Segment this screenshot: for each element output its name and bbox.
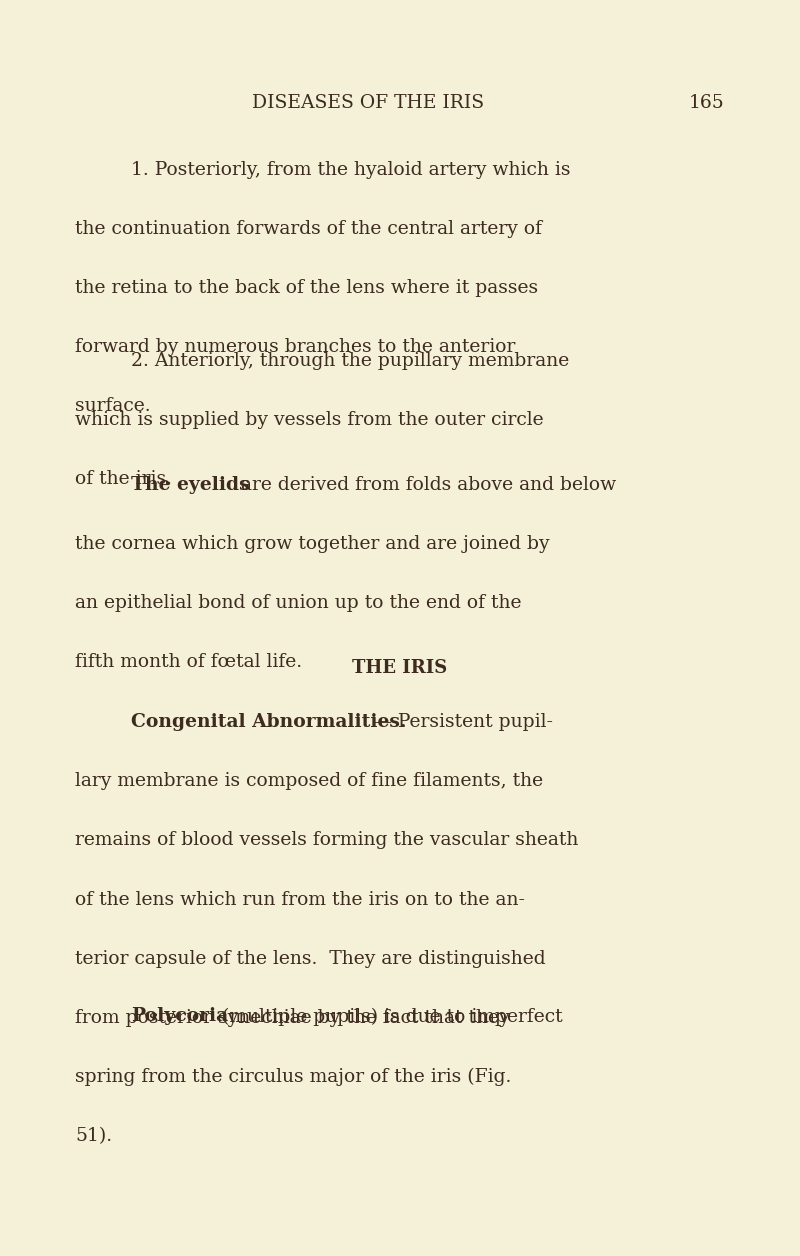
Text: (multiple pupils) is due to imperfect: (multiple pupils) is due to imperfect: [216, 1007, 562, 1026]
Text: Polycoria: Polycoria: [131, 1007, 228, 1025]
Text: remains of blood vessels forming the vascular sheath: remains of blood vessels forming the vas…: [75, 831, 578, 849]
Text: 51).: 51).: [75, 1127, 112, 1144]
Text: — Persistent pupil-: — Persistent pupil-: [367, 713, 554, 731]
Text: Congenital Abnormalities.: Congenital Abnormalities.: [131, 713, 406, 731]
Text: lary membrane is composed of fine filaments, the: lary membrane is composed of fine filame…: [75, 772, 543, 790]
Text: of the lens which run from the iris on to the an-: of the lens which run from the iris on t…: [75, 891, 526, 908]
Text: the continuation forwards of the central artery of: the continuation forwards of the central…: [75, 220, 542, 237]
Text: from posterior synechiae by the fact that they: from posterior synechiae by the fact tha…: [75, 1009, 510, 1026]
Text: the cornea which grow together and are joined by: the cornea which grow together and are j…: [75, 535, 550, 553]
Text: which is supplied by vessels from the outer circle: which is supplied by vessels from the ou…: [75, 411, 544, 428]
Text: of the iris.: of the iris.: [75, 470, 172, 487]
Text: THE IRIS: THE IRIS: [352, 659, 448, 677]
Text: 165: 165: [689, 94, 725, 112]
Text: spring from the circulus major of the iris (Fig.: spring from the circulus major of the ir…: [75, 1068, 511, 1086]
Text: 1. Posteriorly, from the hyaloid artery which is: 1. Posteriorly, from the hyaloid artery …: [131, 161, 570, 178]
Text: an epithelial bond of union up to the end of the: an epithelial bond of union up to the en…: [75, 594, 522, 612]
Text: 2. Anteriorly, through the pupillary membrane: 2. Anteriorly, through the pupillary mem…: [131, 352, 570, 369]
Text: The eyelids: The eyelids: [131, 476, 250, 494]
Text: are derived from folds above and below: are derived from folds above and below: [235, 476, 616, 494]
Text: surface.: surface.: [75, 397, 151, 414]
Text: DISEASES OF THE IRIS: DISEASES OF THE IRIS: [252, 94, 484, 112]
Text: forward by numerous branches to the anterior: forward by numerous branches to the ante…: [75, 338, 515, 355]
Text: terior capsule of the lens.  They are distinguished: terior capsule of the lens. They are dis…: [75, 950, 546, 967]
Text: the retina to the back of the lens where it passes: the retina to the back of the lens where…: [75, 279, 538, 296]
Text: fifth month of fœtal life.: fifth month of fœtal life.: [75, 653, 302, 671]
